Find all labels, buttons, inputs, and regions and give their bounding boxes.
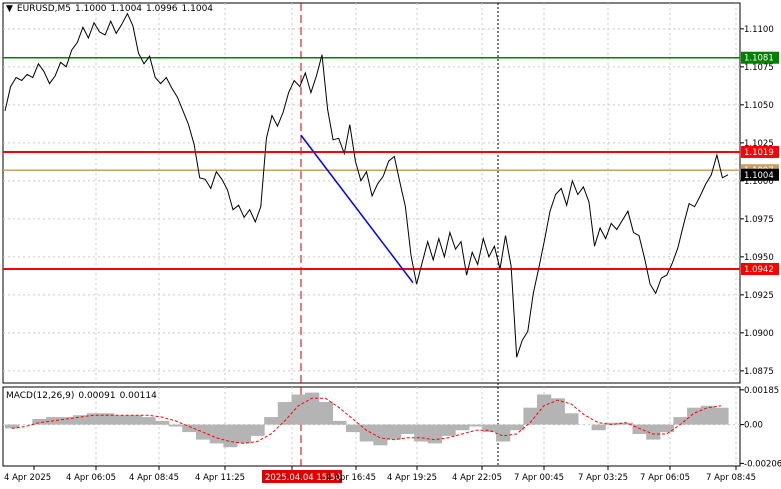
time-axis-label: 4 Apr 06:05	[66, 473, 116, 483]
chart-header: ▼ EURUSD,M5 1.1000 1.1004 1.0996 1.1004	[6, 4, 217, 14]
level-price-label: 1.1019	[744, 148, 774, 158]
macd-histogram-bar	[250, 424, 265, 436]
time-axis-label: 4 Apr 22:05	[452, 473, 502, 483]
macd-histogram-bar	[291, 394, 306, 425]
ohlc-close: 1.1004	[181, 4, 214, 14]
macd-histogram-bar	[687, 407, 702, 425]
time-axis-label: 4 Apr 2025	[4, 473, 51, 483]
level-price-badge	[741, 51, 779, 64]
time-axis-label: 4 Apr 11:25	[195, 473, 245, 483]
level-price-badge	[741, 145, 779, 158]
ohlc-low: 1.0996	[146, 4, 178, 14]
time-axis-label: 7 Apr 08:45	[706, 473, 756, 483]
macd-histogram-bar	[659, 424, 674, 433]
macd-histogram-bar	[32, 419, 47, 425]
price-axis-label: 1.1050	[744, 101, 774, 111]
macd-axis-label: -0.00206	[744, 459, 781, 469]
macd-histogram-bar	[59, 417, 74, 425]
macd-histogram-bar	[427, 424, 443, 444]
macd-histogram-bar	[550, 398, 565, 425]
macd-histogram-bar	[591, 424, 606, 431]
time-axis-label: 7 Apr 06:05	[640, 473, 690, 483]
macd-histogram-bar	[618, 422, 634, 425]
macd-histogram-bar	[496, 424, 511, 442]
macd-histogram-bar	[632, 424, 647, 434]
macd-histogram-bar	[332, 420, 347, 425]
macd-histogram-bar	[73, 415, 88, 425]
time-axis-label: 4 Apr 08:45	[129, 473, 179, 483]
macd-histogram-bar	[236, 424, 252, 444]
macd-header: MACD(12,26,9) 0.00091 0.00114	[6, 391, 161, 401]
level-price-label: 1.0942	[744, 265, 774, 275]
price-axis-label: 1.1100	[744, 25, 774, 35]
macd-signal-line	[11, 397, 722, 444]
macd-histogram-bar	[155, 420, 170, 425]
macd-histogram-bar	[564, 413, 579, 425]
time-axis-label: 7 Apr 03:25	[578, 473, 628, 483]
macd-label: MACD(12,26,9)	[6, 391, 75, 401]
macd-histogram-bar	[673, 417, 688, 425]
price-axis-label: 1.0925	[744, 291, 774, 301]
time-axis-label-highlight: 2025.04.04 15:50	[265, 473, 341, 483]
macd-histogram-bar	[5, 424, 20, 429]
time-cursor-badge	[262, 470, 342, 483]
macd-axis-label: 0.00	[744, 421, 763, 431]
time-axis-label: 4 Apr 16:45	[326, 473, 376, 483]
macd-histogram-bar	[86, 413, 101, 425]
symbol-label: EURUSD,M5	[16, 4, 72, 14]
current-price-label: 1.1004	[744, 171, 774, 181]
macd-histogram-bar	[359, 424, 374, 442]
macd-histogram-bar	[714, 407, 729, 425]
macd-histogram-bar	[468, 424, 483, 427]
price-axis-label: 1.0975	[744, 215, 774, 225]
trend-line[interactable]	[300, 134, 414, 284]
macd-histogram-bar	[114, 415, 129, 425]
time-axis-label: 4 Apr 19:25	[387, 473, 437, 483]
price-series-line	[4, 12, 729, 358]
macd-histogram-bar	[455, 424, 470, 431]
macd-histogram-bar	[100, 413, 115, 425]
price-axis-label: 1.0900	[744, 329, 774, 339]
level-price-label: 1.1081	[744, 54, 774, 64]
price-axis-label: 1.1000	[744, 177, 774, 187]
macd-histogram-bar	[523, 407, 538, 425]
macd-signal-value: 0.00114	[119, 391, 157, 401]
ohlc-open: 1.1000	[75, 4, 107, 14]
macd-histogram-bar	[400, 424, 415, 434]
macd-histogram-bar	[373, 424, 388, 446]
macd-histogram-bar	[127, 415, 142, 425]
macd-histogram-bar	[441, 424, 456, 436]
macd-histogram-bar	[168, 424, 183, 427]
ohlc-high: 1.1004	[110, 4, 143, 14]
macd-axis-label: 0.00185	[744, 386, 779, 396]
macd-histogram-bar	[223, 424, 238, 448]
macd-histogram-bar	[346, 424, 361, 433]
macd-histogram-bar	[605, 422, 620, 425]
macd-histogram-bar	[141, 417, 156, 425]
price-axis-label: 1.1075	[744, 63, 774, 73]
time-axis-label: 7 Apr 00:45	[514, 473, 564, 483]
macd-histogram-bar	[537, 394, 552, 425]
macd-histogram-bar	[318, 402, 333, 425]
macd-histogram-bar	[264, 417, 279, 425]
macd-histogram-bar	[646, 424, 661, 440]
price-axis-label: 1.0875	[744, 367, 774, 377]
macd-histogram-bar	[509, 424, 524, 431]
current-price-badge	[741, 168, 779, 181]
macd-main-value: 0.00091	[78, 391, 116, 401]
macd-histogram-bar	[700, 405, 715, 425]
level-price-badge	[741, 263, 779, 275]
macd-histogram-bar	[414, 424, 429, 442]
macd-histogram-bar	[387, 424, 402, 440]
price-axis-label: 1.0950	[744, 253, 774, 263]
macd-histogram-bar	[182, 424, 197, 433]
macd-histogram-bar	[209, 424, 224, 444]
price-axis-label: 1.1025	[744, 139, 774, 149]
macd-histogram-bar	[482, 424, 497, 433]
macd-histogram-bar	[277, 402, 292, 425]
macd-histogram-bar	[305, 392, 320, 425]
symbol-marker-icon: ▼	[6, 4, 13, 14]
